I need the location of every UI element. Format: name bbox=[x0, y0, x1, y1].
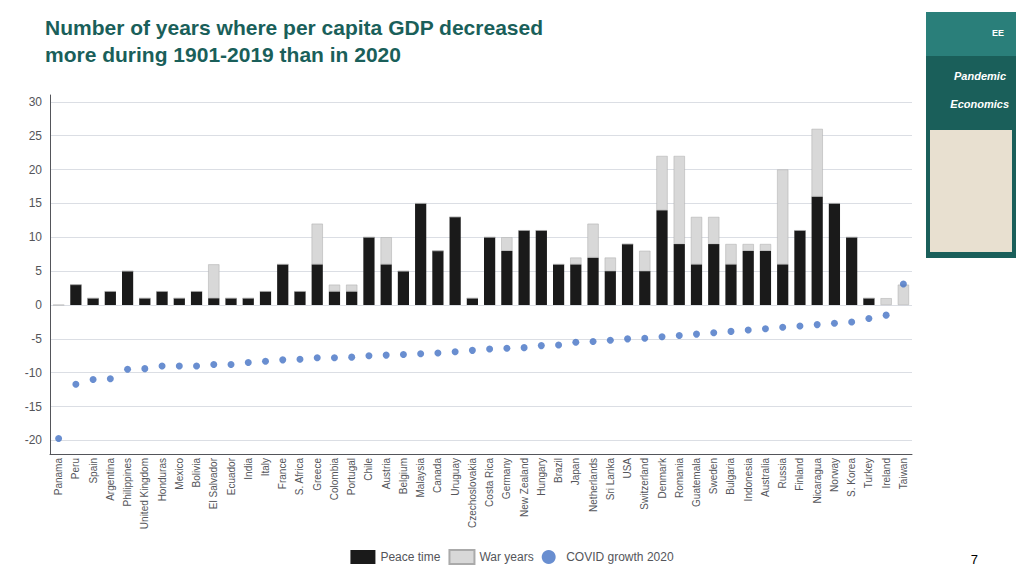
svg-text:Romania: Romania bbox=[674, 458, 685, 498]
svg-text:Peace time: Peace time bbox=[380, 550, 440, 564]
svg-text:Belgium: Belgium bbox=[398, 458, 409, 494]
svg-text:Sri Lanka: Sri Lanka bbox=[605, 458, 616, 501]
svg-text:-20: -20 bbox=[25, 433, 43, 447]
svg-text:Spain: Spain bbox=[88, 458, 99, 484]
svg-text:more during 1901-2019 than in: more during 1901-2019 than in 2020 bbox=[45, 43, 401, 66]
svg-text:COVID growth 2020: COVID growth 2020 bbox=[566, 550, 674, 564]
svg-text:Number of years where per capi: Number of years where per capita GDP dec… bbox=[45, 16, 543, 39]
svg-text:Economics: Economics bbox=[950, 98, 1009, 110]
svg-text:France: France bbox=[277, 458, 288, 490]
svg-text:Germany: Germany bbox=[501, 458, 512, 499]
svg-text:Japan: Japan bbox=[570, 458, 581, 485]
svg-text:Ireland: Ireland bbox=[881, 458, 892, 489]
svg-text:Norway: Norway bbox=[829, 458, 840, 492]
svg-text:Brazil: Brazil bbox=[553, 458, 564, 483]
svg-text:10: 10 bbox=[29, 230, 43, 244]
svg-text:Sweden: Sweden bbox=[708, 458, 719, 494]
svg-text:20: 20 bbox=[29, 163, 43, 177]
svg-text:Argentina: Argentina bbox=[105, 458, 116, 501]
svg-text:Finland: Finland bbox=[794, 458, 805, 491]
svg-text:15: 15 bbox=[29, 196, 43, 210]
svg-text:-15: -15 bbox=[25, 400, 43, 414]
svg-text:Turkey: Turkey bbox=[863, 458, 874, 488]
svg-text:7: 7 bbox=[971, 552, 978, 567]
svg-text:War years: War years bbox=[479, 550, 533, 564]
svg-text:Russia: Russia bbox=[777, 458, 788, 489]
svg-text:USA: USA bbox=[622, 458, 633, 479]
svg-text:United Kingdom: United Kingdom bbox=[139, 458, 150, 529]
svg-text:Colombia: Colombia bbox=[329, 458, 340, 501]
svg-text:Austria: Austria bbox=[381, 458, 392, 490]
svg-text:EE: EE bbox=[992, 28, 1004, 38]
svg-text:Bolivia: Bolivia bbox=[191, 458, 202, 488]
svg-text:Malaysia: Malaysia bbox=[415, 458, 426, 498]
svg-text:El Salvador: El Salvador bbox=[208, 457, 219, 509]
svg-text:Panama: Panama bbox=[53, 458, 64, 496]
svg-text:Greece: Greece bbox=[312, 458, 323, 491]
svg-text:30: 30 bbox=[29, 95, 43, 109]
svg-text:Denmark: Denmark bbox=[657, 457, 668, 499]
svg-text:Chile: Chile bbox=[363, 458, 374, 481]
svg-text:India: India bbox=[243, 458, 254, 480]
svg-text:-10: -10 bbox=[25, 366, 43, 380]
svg-text:Netherlands: Netherlands bbox=[588, 458, 599, 512]
svg-text:Portugal: Portugal bbox=[346, 458, 357, 495]
svg-text:Canada: Canada bbox=[432, 458, 443, 493]
svg-text:25: 25 bbox=[29, 129, 43, 143]
svg-text:New Zealand: New Zealand bbox=[519, 458, 530, 517]
svg-text:Indonesia: Indonesia bbox=[743, 458, 754, 502]
svg-text:-5: -5 bbox=[31, 332, 42, 346]
svg-text:S. Korea: S. Korea bbox=[846, 458, 857, 497]
svg-text:Nicaragua: Nicaragua bbox=[812, 458, 823, 504]
svg-text:5: 5 bbox=[35, 264, 42, 278]
svg-text:Italy: Italy bbox=[260, 458, 271, 476]
svg-text:Philippines: Philippines bbox=[122, 458, 133, 506]
svg-text:Australia: Australia bbox=[760, 458, 771, 497]
svg-text:Czechoslovakia: Czechoslovakia bbox=[467, 458, 478, 528]
svg-text:Peru: Peru bbox=[70, 458, 81, 479]
svg-text:Bulgaria: Bulgaria bbox=[725, 458, 736, 495]
svg-text:Costa Rica: Costa Rica bbox=[484, 458, 495, 507]
svg-text:Switzerland: Switzerland bbox=[639, 458, 650, 510]
svg-text:Honduras: Honduras bbox=[157, 458, 168, 501]
svg-text:S. Africa: S. Africa bbox=[294, 458, 305, 496]
svg-text:Mexico: Mexico bbox=[174, 458, 185, 490]
svg-text:0: 0 bbox=[35, 298, 42, 312]
svg-text:Pandemic: Pandemic bbox=[954, 70, 1006, 82]
svg-text:Hungary: Hungary bbox=[536, 458, 547, 496]
svg-text:Ecuador: Ecuador bbox=[226, 457, 237, 495]
svg-text:Uruguay: Uruguay bbox=[450, 458, 461, 496]
svg-text:Guatemala: Guatemala bbox=[691, 458, 702, 507]
svg-text:Taiwan: Taiwan bbox=[898, 458, 909, 489]
